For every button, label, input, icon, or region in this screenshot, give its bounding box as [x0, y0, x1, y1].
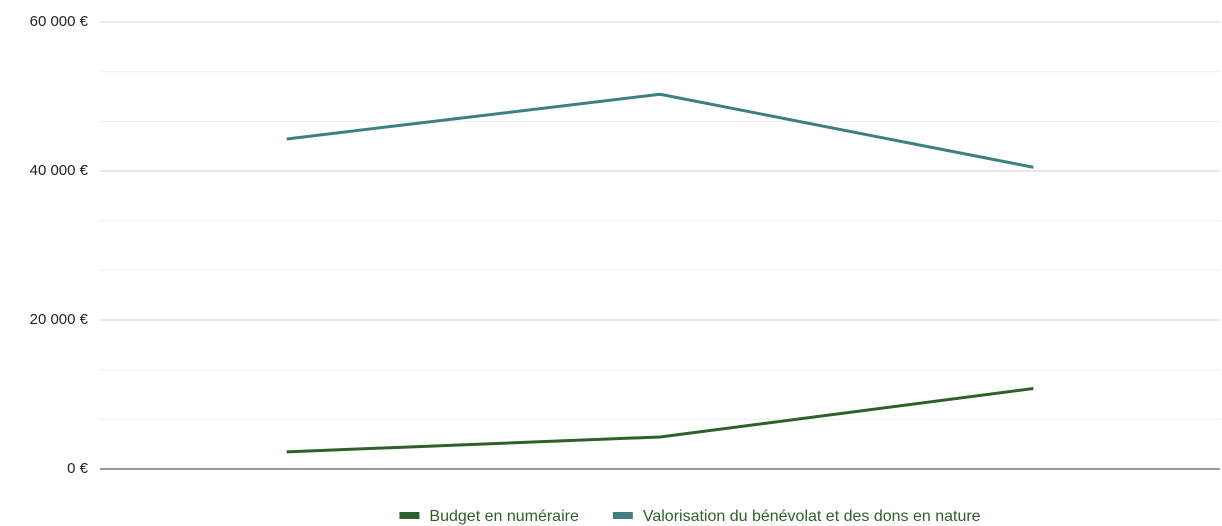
- y-tick-label: 40 000 €: [30, 162, 89, 179]
- legend: Budget en numéraire Valorisation du bénév…: [399, 508, 981, 525]
- line: [286, 92, 1034, 169]
- y-tick-label: 0 €: [67, 460, 89, 477]
- legend-label: Valorisation du bénévolat et des dons en…: [643, 508, 981, 525]
- legend-label: Budget en numéraire: [429, 508, 579, 525]
- y-tick-label: 60 000 €: [30, 13, 89, 30]
- legend-swatch: [399, 512, 420, 519]
- line: [286, 387, 1034, 454]
- legend-swatch: [612, 512, 633, 519]
- y-tick-label: 20 000 €: [30, 311, 89, 328]
